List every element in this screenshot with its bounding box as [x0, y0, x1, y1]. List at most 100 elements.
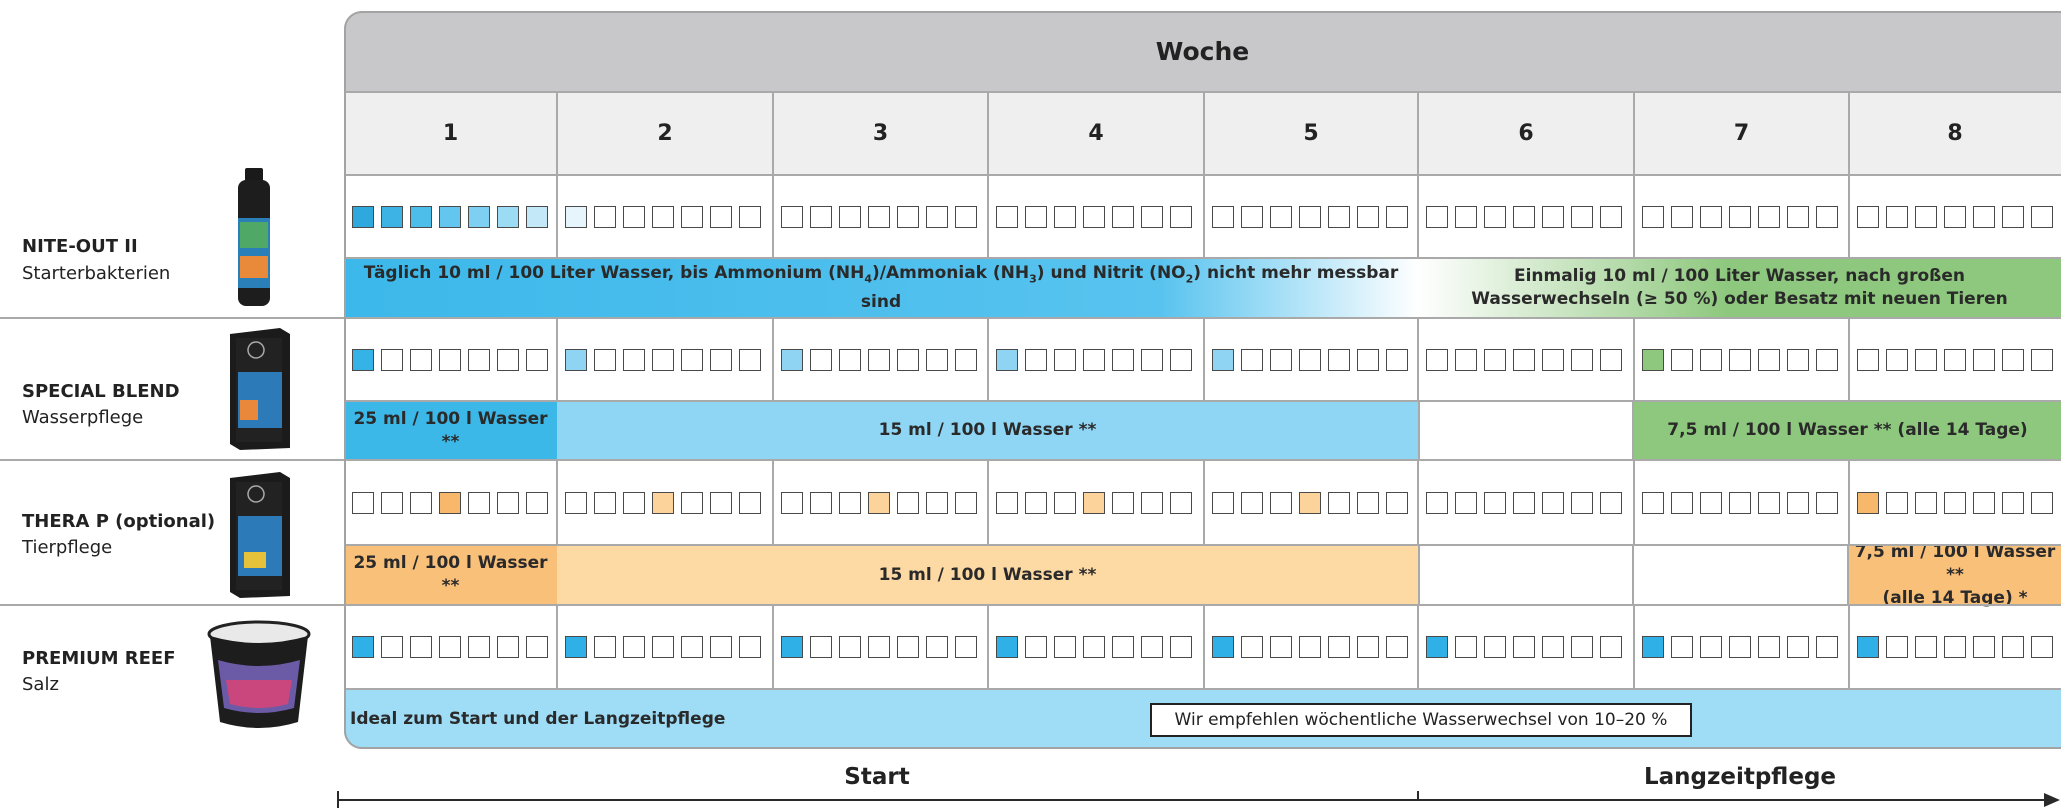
product-images — [207, 168, 311, 728]
dose-square — [955, 636, 977, 658]
dose-square — [1542, 492, 1564, 514]
product-subtitle: Wasserpflege — [22, 407, 144, 428]
column-separator — [772, 318, 774, 401]
dose-square — [1328, 492, 1350, 514]
dose-square — [1141, 206, 1163, 228]
dose-square — [565, 349, 587, 371]
dose-square — [1816, 492, 1838, 514]
dose-square — [1299, 636, 1321, 658]
dose-square — [1571, 349, 1593, 371]
dose-square — [1212, 349, 1234, 371]
dose-square — [1455, 206, 1477, 228]
column-separator — [1203, 175, 1205, 258]
dose-square — [594, 492, 616, 514]
column-separator — [1203, 92, 1205, 175]
dose-square — [1642, 636, 1664, 658]
dose-square — [1054, 492, 1076, 514]
dose-square — [652, 492, 674, 514]
dose-square — [926, 636, 948, 658]
dose-square — [526, 636, 548, 658]
dose-square — [1571, 206, 1593, 228]
dosage-band: 25 ml / 100 l Wasser ** — [344, 401, 557, 460]
column-separator — [556, 92, 558, 175]
dose-square — [681, 492, 703, 514]
dose-square — [1973, 492, 1995, 514]
column-separator — [1848, 605, 1850, 689]
dose-square — [1857, 636, 1879, 658]
dose-square — [1671, 349, 1693, 371]
dose-square — [468, 636, 490, 658]
dose-square — [710, 636, 732, 658]
dose-square — [1386, 349, 1408, 371]
dose-square — [868, 636, 890, 658]
dose-square — [594, 206, 616, 228]
row-separator — [344, 257, 2061, 259]
dose-square — [381, 636, 403, 658]
dose-square — [1426, 349, 1448, 371]
dose-square — [1600, 206, 1622, 228]
dose-square — [897, 636, 919, 658]
dose-square — [1700, 206, 1722, 228]
product-name: THERA P (optional) — [22, 511, 216, 532]
dose-square — [1270, 636, 1292, 658]
week-number: 5 — [1303, 121, 1319, 146]
dose-square — [1944, 206, 1966, 228]
column-separator — [987, 460, 989, 545]
dose-square — [623, 636, 645, 658]
dose-square — [1241, 349, 1263, 371]
column-separator — [987, 175, 989, 258]
row-separator — [344, 400, 2061, 402]
dose-square — [868, 206, 890, 228]
column-separator — [1417, 318, 1419, 401]
dose-square — [1328, 206, 1350, 228]
empty-band — [1418, 401, 1634, 460]
column-separator — [772, 175, 774, 258]
dose-square — [1299, 206, 1321, 228]
phase-label: Langzeitpflege — [1643, 764, 1837, 790]
dose-square — [1112, 636, 1134, 658]
dose-square — [468, 349, 490, 371]
week-row: 1 2 3 4 5 6 7 8 — [344, 92, 2061, 175]
column-separator — [987, 605, 989, 689]
dose-square — [810, 636, 832, 658]
dose-square — [1944, 349, 1966, 371]
column-separator — [556, 318, 558, 401]
dose-square — [1787, 206, 1809, 228]
dose-square — [897, 349, 919, 371]
dose-square — [1758, 349, 1780, 371]
dose-square — [996, 636, 1018, 658]
dose-square — [2002, 206, 2024, 228]
dose-square — [1054, 636, 1076, 658]
dose-square — [1170, 492, 1192, 514]
dose-square — [1141, 636, 1163, 658]
dose-square — [1758, 636, 1780, 658]
dose-square — [781, 206, 803, 228]
dose-square — [1700, 636, 1722, 658]
dose-square — [839, 349, 861, 371]
dose-square — [810, 206, 832, 228]
dose-square — [1973, 636, 1995, 658]
dose-square — [352, 636, 374, 658]
dose-square — [2031, 492, 2053, 514]
dose-square — [1600, 492, 1622, 514]
product-name: NITE-OUT II — [22, 236, 138, 257]
band-text: )/Ammoniak (NH — [872, 263, 1030, 284]
dose-square — [739, 349, 761, 371]
column-separator — [1633, 92, 1635, 175]
dose-square — [468, 206, 490, 228]
dose-square — [926, 206, 948, 228]
row-separator — [0, 459, 346, 461]
row-separator — [0, 604, 346, 606]
dose-square — [839, 636, 861, 658]
dose-square — [1513, 636, 1535, 658]
dose-square — [810, 349, 832, 371]
dose-square — [1386, 492, 1408, 514]
dose-square — [1386, 636, 1408, 658]
dose-square — [1212, 636, 1234, 658]
dose-square — [1973, 206, 1995, 228]
dose-square — [1083, 206, 1105, 228]
dose-square — [652, 349, 674, 371]
band-text: ) nicht mehr messbar sind — [860, 263, 1399, 312]
dose-square — [1542, 206, 1564, 228]
dose-square — [1357, 349, 1379, 371]
